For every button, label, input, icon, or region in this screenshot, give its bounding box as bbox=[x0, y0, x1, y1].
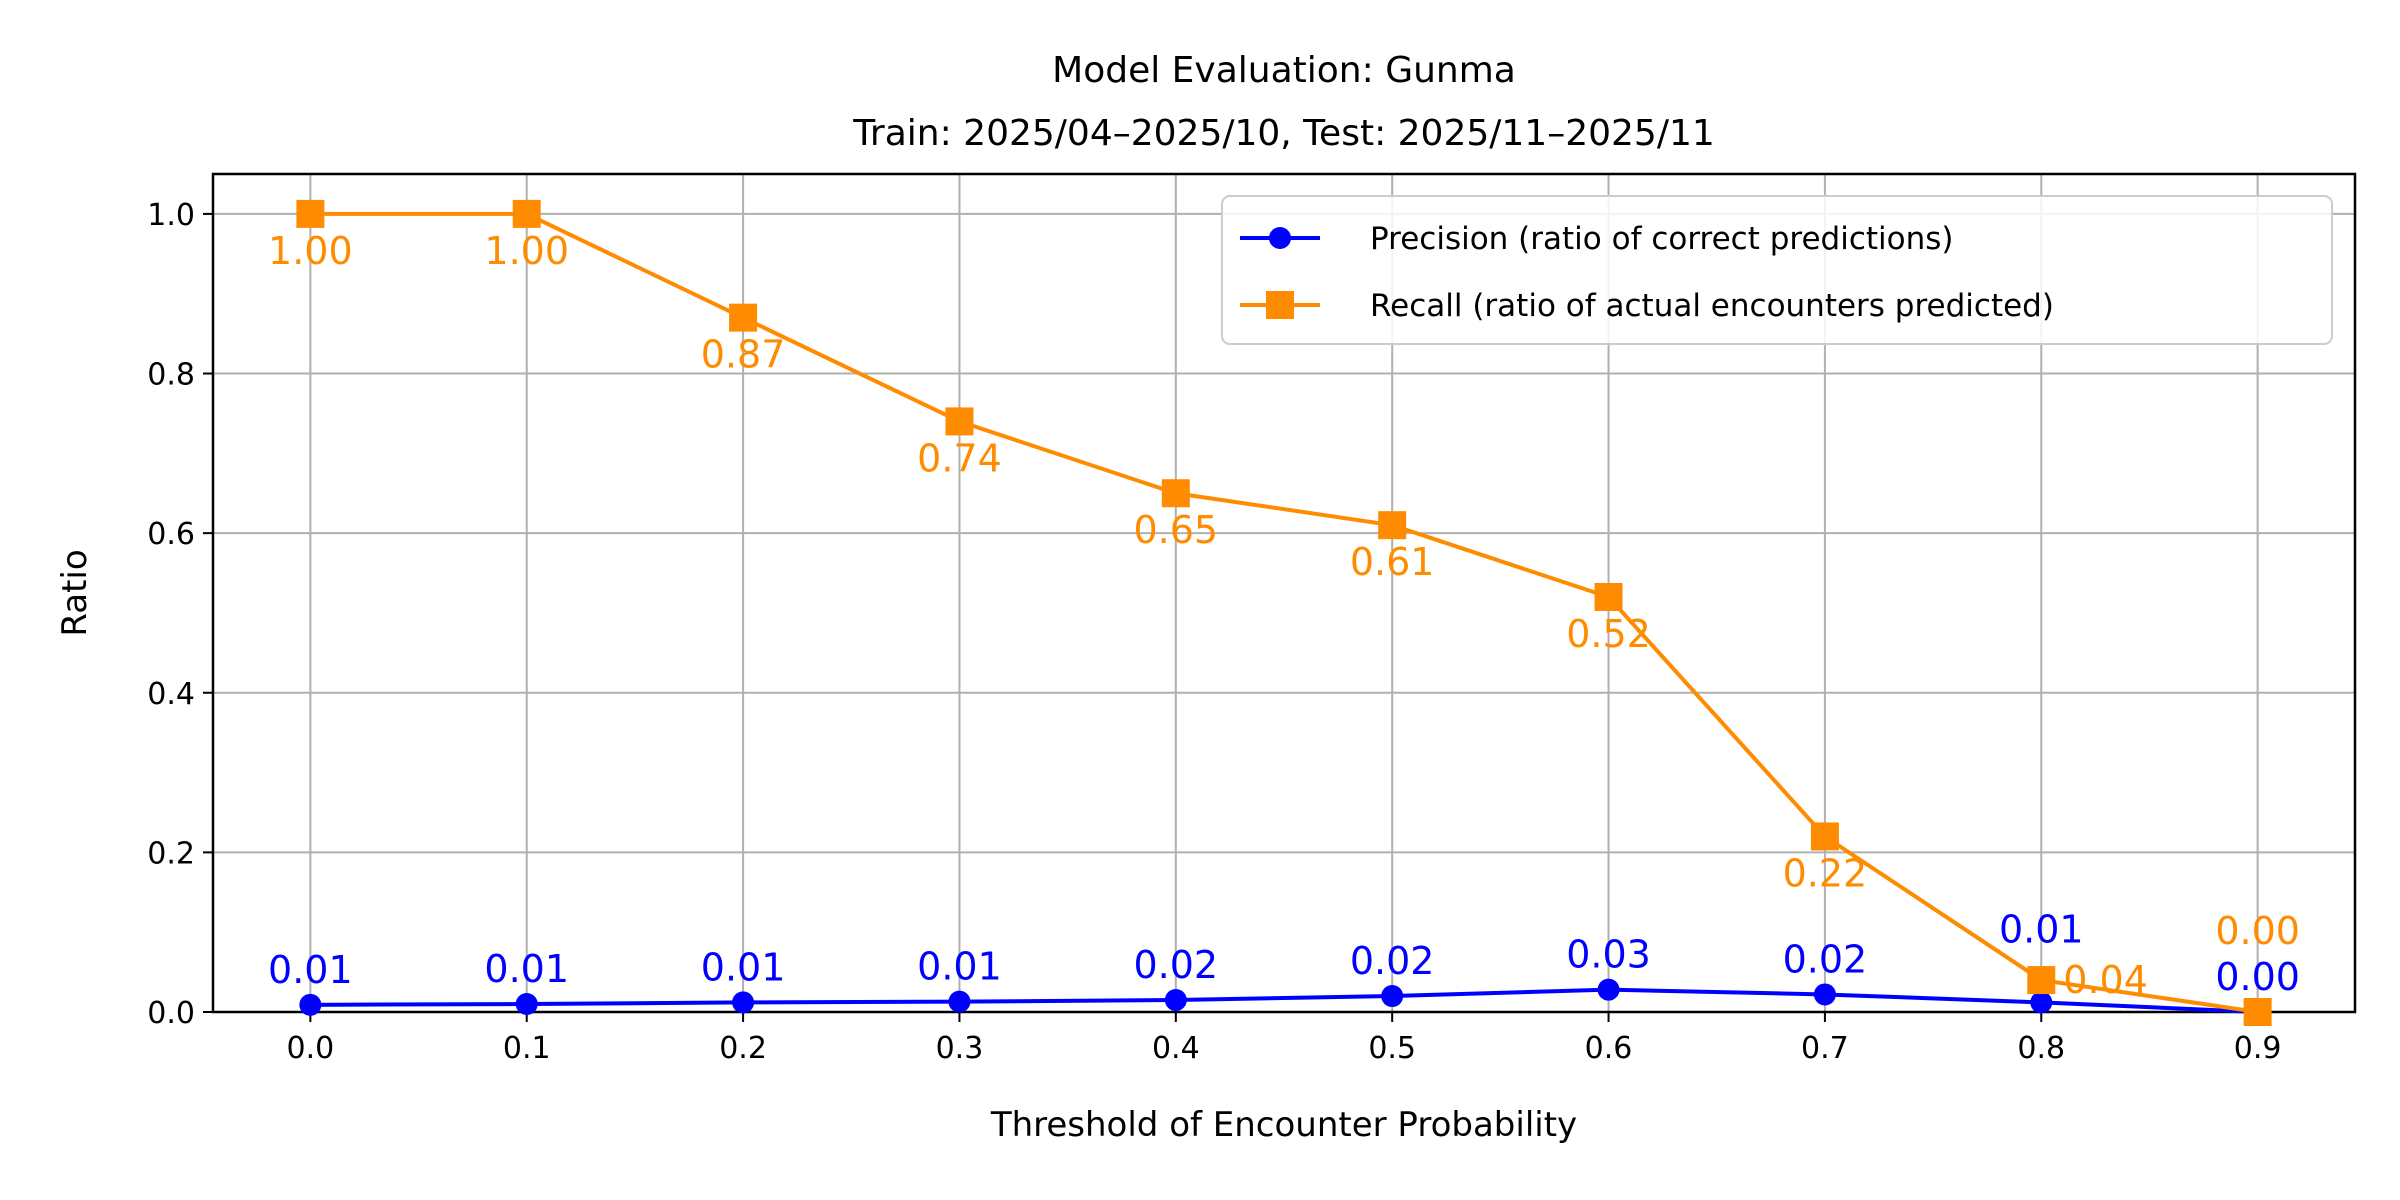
series-line-recall bbox=[310, 211, 2258, 1014]
legend-box bbox=[1221, 195, 2333, 345]
x-tick-label: 0.0 bbox=[287, 1031, 335, 1066]
recall-point bbox=[2027, 966, 2056, 995]
y-axis-label: Ratio bbox=[55, 549, 95, 636]
recall-data-label: 0.74 bbox=[917, 436, 1002, 480]
precision-data-label: 0.01 bbox=[484, 947, 569, 991]
precision-point bbox=[515, 993, 538, 1016]
y-tick-label: 0.2 bbox=[147, 836, 195, 871]
precision-point bbox=[732, 991, 755, 1014]
y-tick-label: 0.0 bbox=[147, 996, 195, 1031]
precision-point bbox=[2030, 991, 2053, 1014]
recall-data-label: 0.00 bbox=[2215, 909, 2300, 953]
precision-data-label: 0.03 bbox=[1566, 933, 1651, 977]
recall-data-label: 0.87 bbox=[701, 333, 786, 377]
recall-point bbox=[1594, 582, 1623, 611]
precision-data-label: 0.01 bbox=[701, 945, 786, 989]
series-layer: 0.01 0.01 0.01 0.01 0.02 0.02 0.03 0.02 0.01 0.00… bbox=[268, 199, 2300, 1026]
precision-data-label: 0.02 bbox=[1134, 943, 1219, 987]
axes: 0.0 0.1 0.2 0.3 0.4 0.5 0.6 0.7 0.8 0.9 0.0 0.2 0.4 0… bbox=[147, 172, 2357, 1066]
recall-point bbox=[1161, 479, 1190, 508]
recall-point bbox=[1378, 511, 1407, 540]
x-axis-label: Threshold of Encounter Probability bbox=[990, 1105, 1577, 1145]
precision-data-label: 0.01 bbox=[917, 945, 1002, 989]
x-tick-label: 0.5 bbox=[1368, 1031, 1416, 1066]
recall-point bbox=[2243, 998, 2272, 1026]
y-tick-label: 0.4 bbox=[147, 677, 195, 712]
legend: Precision (ratio of correct predictions)… bbox=[1221, 195, 2333, 345]
x-tick-label: 0.2 bbox=[719, 1031, 767, 1066]
y-tick-label: 0.8 bbox=[147, 358, 195, 393]
x-tick-label: 0.6 bbox=[1585, 1031, 1633, 1066]
recall-data-label: 1.00 bbox=[484, 229, 569, 273]
x-tick-label: 0.7 bbox=[1801, 1031, 1849, 1066]
precision-data-label: 0.02 bbox=[1783, 937, 1868, 981]
plot-frame bbox=[211, 172, 2357, 1014]
recall-data-label: 0.52 bbox=[1566, 612, 1651, 656]
precision-point bbox=[299, 993, 322, 1016]
x-tick-label: 0.9 bbox=[2234, 1031, 2282, 1066]
precision-point bbox=[948, 990, 971, 1013]
legend-label: Recall (ratio of actual encounters predi… bbox=[1370, 288, 2054, 324]
recall-point bbox=[729, 303, 758, 332]
recall-point bbox=[512, 199, 541, 228]
recall-point bbox=[296, 199, 325, 228]
chart-title: Model Evaluation: Gunma bbox=[1052, 50, 1516, 91]
legend-label: Precision (ratio of correct predictions) bbox=[1370, 221, 1954, 257]
recall-data-label: 0.22 bbox=[1783, 851, 1868, 895]
x-tick-label: 0.3 bbox=[936, 1031, 984, 1066]
recall-point bbox=[1810, 822, 1839, 851]
precision-point bbox=[1597, 978, 1620, 1001]
x-tick-label: 0.8 bbox=[2017, 1031, 2065, 1066]
precision-point bbox=[1813, 983, 1836, 1006]
legend-square-marker bbox=[1266, 291, 1294, 319]
precision-data-label: 0.00 bbox=[2215, 955, 2300, 999]
precision-data-label: 0.01 bbox=[1999, 907, 2084, 951]
precision-data-label: 0.02 bbox=[1350, 939, 1435, 983]
precision-data-label: 0.01 bbox=[268, 948, 353, 992]
precision-point bbox=[1164, 989, 1187, 1012]
precision-point bbox=[1381, 985, 1404, 1008]
recall-point bbox=[945, 407, 974, 436]
recall-data-label: 0.61 bbox=[1350, 540, 1435, 584]
legend-circle-marker bbox=[1269, 227, 1291, 249]
recall-data-label: 1.00 bbox=[268, 229, 353, 273]
recall-data-label: 0.65 bbox=[1134, 508, 1219, 552]
series-line-precision bbox=[310, 987, 2258, 1014]
y-tick-label: 1.0 bbox=[147, 198, 195, 233]
y-tick-label: 0.6 bbox=[147, 517, 195, 552]
x-tick-label: 0.1 bbox=[503, 1031, 551, 1066]
recall-data-label: 0.04 bbox=[2063, 958, 2148, 1002]
x-tick-label: 0.4 bbox=[1152, 1031, 1200, 1066]
chart-subtitle: Train: 2025/04–2025/10, Test: 2025/11–20… bbox=[852, 113, 1715, 154]
